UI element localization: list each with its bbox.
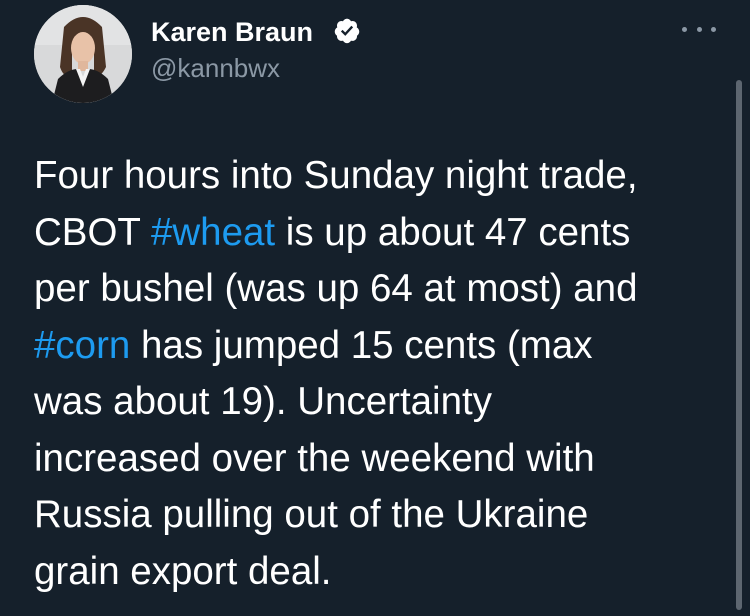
author-name[interactable]: Karen Braun <box>151 17 314 47</box>
tweet-text: Four hours into Sunday night trade, CBOT … <box>34 148 724 600</box>
tweet-text-segment: per bushel (was up 64 at most) and <box>34 267 638 310</box>
tweet-text-segment: increased over the weekend with <box>34 436 595 480</box>
tweet-text-line: was about 19). Uncertainty <box>34 374 724 431</box>
tweet-text-segment: Russia pulling out of the Ukraine <box>34 493 589 536</box>
avatar[interactable] <box>34 5 132 103</box>
author-handle[interactable]: @kannbwx <box>151 53 281 83</box>
tweet-text-segment: grain export deal. <box>34 549 332 593</box>
tweet-text-segment: has jumped 15 cents (max <box>130 323 593 367</box>
tweet-text-line: Russia pulling out of the Ukraine <box>34 487 724 544</box>
more-dot <box>682 26 687 32</box>
hashtag-link[interactable]: #corn <box>34 323 131 367</box>
tweet-text-line: grain export deal. <box>34 544 724 601</box>
tweet-text-segment: CBOT <box>34 210 151 254</box>
verified-badge-icon <box>334 18 360 44</box>
scrollbar[interactable] <box>736 80 742 610</box>
more-dot <box>711 26 716 32</box>
more-options-icon[interactable] <box>682 18 716 40</box>
tweet-text-line: per bushel (was up 64 at most) and <box>34 261 724 318</box>
tweet-text-line: Four hours into Sunday night trade, <box>34 148 724 205</box>
tweet-text-segment: was about 19). Uncertainty <box>34 380 492 423</box>
more-dot <box>696 26 702 32</box>
tweet-text-line: increased over the weekend with <box>34 431 724 488</box>
avatar-photo <box>34 5 132 103</box>
hashtag-link[interactable]: #wheat <box>150 210 276 254</box>
tweet-text-line: CBOT #wheat is up about 47 cents <box>34 205 724 262</box>
tweet-text-segment: is up about 47 cents <box>275 210 631 254</box>
tweet-text-line: #corn has jumped 15 cents (max <box>34 318 724 375</box>
tweet-text-segment: Four hours into Sunday night trade, <box>34 154 638 197</box>
